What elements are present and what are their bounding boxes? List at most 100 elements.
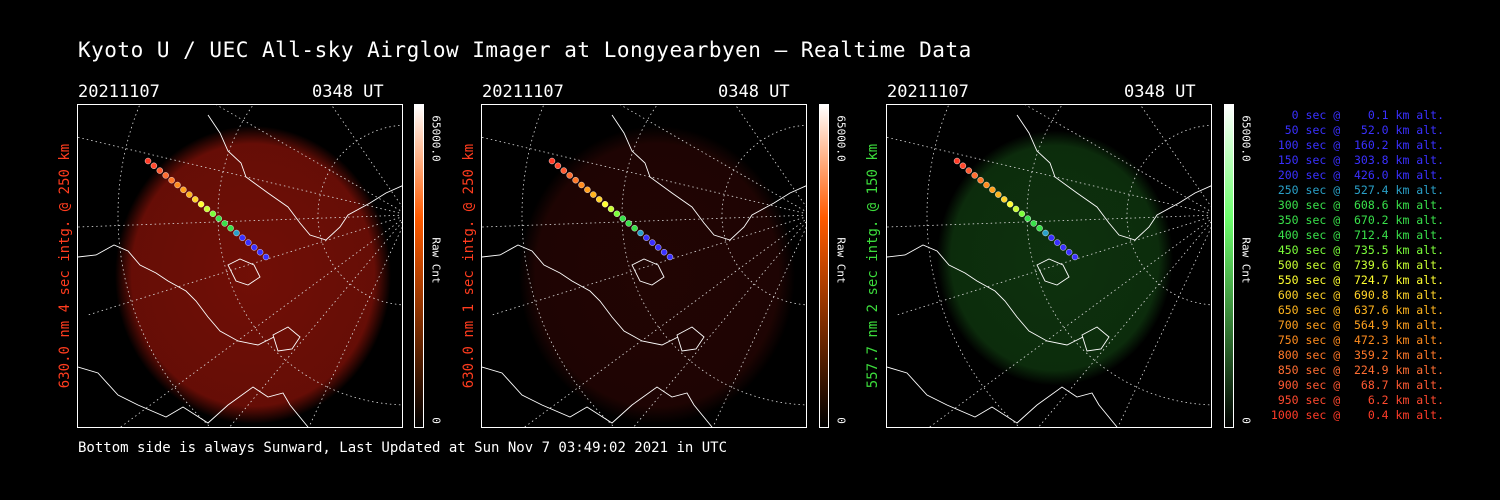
trajectory-point <box>1018 210 1026 218</box>
panel-1-time: 0348 UT <box>312 82 384 102</box>
legend-entry: 800 sec @ 359.2 km alt. <box>1277 348 1444 362</box>
trajectory-point <box>566 172 573 179</box>
trajectory-point <box>1065 248 1073 256</box>
trajectory-point <box>1012 205 1020 213</box>
panel-3-date: 20211107 <box>887 82 969 102</box>
coastline <box>482 366 713 427</box>
graticule-meridian <box>1117 226 1211 427</box>
trajectory-point <box>209 210 217 218</box>
footer-note: Bottom side is always Sunward, Last Upda… <box>78 440 728 456</box>
graticule-meridian <box>887 214 1211 228</box>
legend-entry: 700 sec @ 564.9 km alt. <box>1277 318 1444 332</box>
graticule-meridian <box>491 216 806 316</box>
graticule-meridian <box>1038 221 1211 427</box>
trajectory-point <box>233 229 240 237</box>
trajectory-point <box>989 186 996 194</box>
panel-2-date: 20211107 <box>482 82 564 102</box>
trajectory-point <box>548 157 556 165</box>
trajectory-point <box>150 162 158 169</box>
panel-1-colorbar <box>414 104 424 428</box>
trajectory-point <box>144 157 152 165</box>
trajectory-point <box>590 191 597 198</box>
trajectory-point <box>191 196 199 203</box>
graticule-meridian <box>712 226 806 427</box>
panel-2-cbar-unit: Raw Cnt <box>834 237 848 284</box>
island-outline <box>272 326 301 352</box>
graticule-meridian <box>896 216 1211 316</box>
panel-3-time: 0348 UT <box>1124 82 1196 102</box>
trajectory-point <box>649 239 656 246</box>
panel-3-allsky-image <box>886 104 1212 428</box>
trajectory-point <box>186 191 193 198</box>
trajectory-point <box>959 162 967 169</box>
panel-1-cbar-min: 0 <box>429 417 443 424</box>
graticule-meridian <box>734 105 806 208</box>
legend-entry: 900 sec @ 68.7 km alt. <box>1277 378 1444 392</box>
trajectory-point <box>1000 196 1008 203</box>
panel-1-allsky-image <box>77 104 403 428</box>
trajectory-point <box>1036 224 1043 232</box>
trajectory-point <box>613 210 621 218</box>
legend-entry: 200 sec @ 426.0 km alt. <box>1277 168 1444 182</box>
legend-entry: 850 sec @ 224.9 km alt. <box>1277 363 1444 377</box>
legend-entry: 600 sec @ 690.8 km alt. <box>1277 288 1444 302</box>
graticule-meridian <box>330 105 402 208</box>
graticule-meridian <box>482 214 806 228</box>
trajectory-point <box>977 176 984 184</box>
trajectory-legend: 0 sec @ 0.1 km alt. 50 sec @ 52.0 km alt.… <box>1262 108 1444 423</box>
trajectory-point <box>221 220 228 227</box>
trajectory-point <box>1042 229 1049 237</box>
panel-3-side-label-wrap: 557.7 nm 2 sec intg. @ 150 km <box>862 104 884 428</box>
panel-2-plot <box>482 105 806 427</box>
panel-1-cbar-max: 65000.0 <box>429 115 443 162</box>
legend-entry: 0 sec @ 0.1 km alt. <box>1291 108 1444 122</box>
trajectory-point <box>1048 234 1055 242</box>
trajectory-point <box>256 248 264 256</box>
trajectory-point <box>572 176 579 184</box>
coastline <box>78 244 275 346</box>
coastline <box>482 244 679 346</box>
panel-2-side-label: 630.0 nm 1 sec intg. @ 250 km <box>461 143 477 389</box>
coastline <box>1016 114 1211 241</box>
trajectory-point <box>995 191 1002 198</box>
graticule-meridian <box>308 226 402 427</box>
trajectory-point <box>637 229 644 237</box>
trajectory-point <box>660 248 668 256</box>
trajectory-point <box>197 200 205 208</box>
panel-2-side-label-wrap: 630.0 nm 1 sec intg. @ 250 km <box>458 104 480 428</box>
trajectory-point <box>1030 220 1037 227</box>
graticule-meridian <box>929 218 1211 427</box>
panel-2-cbar-min: 0 <box>834 417 848 424</box>
trajectory-point <box>227 224 234 232</box>
island-outline <box>1081 326 1110 352</box>
legend-entry: 300 sec @ 608.6 km alt. <box>1277 198 1444 212</box>
trajectory-point <box>643 234 650 242</box>
panel-3-plot <box>887 105 1211 427</box>
panel-2-time: 0348 UT <box>718 82 790 102</box>
trajectory-point <box>1059 244 1067 251</box>
trajectory-point <box>983 181 990 189</box>
trajectory-point <box>631 224 638 232</box>
legend-entry: 950 sec @ 6.2 km alt. <box>1277 393 1444 407</box>
trajectory-point <box>666 253 674 261</box>
panel-3-cbar-max: 65000.0 <box>1239 115 1253 162</box>
graticule-meridian <box>229 221 402 427</box>
trajectory-point <box>1024 215 1032 222</box>
graticule-meridian <box>78 214 402 228</box>
trajectory-point <box>168 176 175 184</box>
legend-entry: 100 sec @ 160.2 km alt. <box>1277 138 1444 152</box>
trajectory-point <box>965 167 973 174</box>
legend-entry: 450 sec @ 735.5 km alt. <box>1277 243 1444 257</box>
sky-glow <box>115 125 391 425</box>
island-outline <box>227 258 261 286</box>
trajectory-point <box>595 196 603 203</box>
trajectory-point <box>554 162 562 169</box>
panel-3-side-label: 557.7 nm 2 sec intg. @ 150 km <box>865 143 881 389</box>
trajectory-point <box>174 181 181 189</box>
trajectory-point <box>262 253 270 261</box>
trajectory-point <box>654 244 662 251</box>
trajectory-point <box>1006 200 1014 208</box>
trajectory-point <box>619 215 627 222</box>
legend-entry: 1000 sec @ 0.4 km alt. <box>1270 408 1444 422</box>
trajectory-point <box>953 157 961 165</box>
